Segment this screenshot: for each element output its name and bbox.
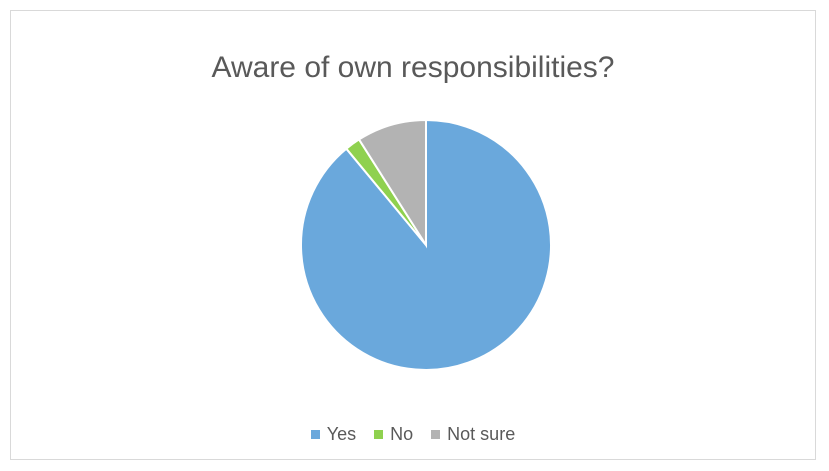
legend-swatch <box>431 430 441 439</box>
pie-chart <box>300 118 552 371</box>
pie-slice-not-sure <box>357 118 427 249</box>
legend-item-yes: Yes <box>310 424 357 445</box>
legend-label: Not sure <box>447 424 516 444</box>
legend-item-no: No <box>374 424 413 445</box>
legend-swatch <box>374 430 384 439</box>
chart-frame: Aware of own responsibilities? Yes No Not … <box>10 10 816 460</box>
legend-label: Yes <box>326 424 357 444</box>
chart-title: Aware of own responsibilities? <box>211 51 615 84</box>
legend-item-not-sure: Not sure <box>431 424 515 445</box>
legend-swatch <box>310 430 320 439</box>
legend-label: No <box>390 424 414 444</box>
legend: Yes No Not sure <box>11 424 815 445</box>
